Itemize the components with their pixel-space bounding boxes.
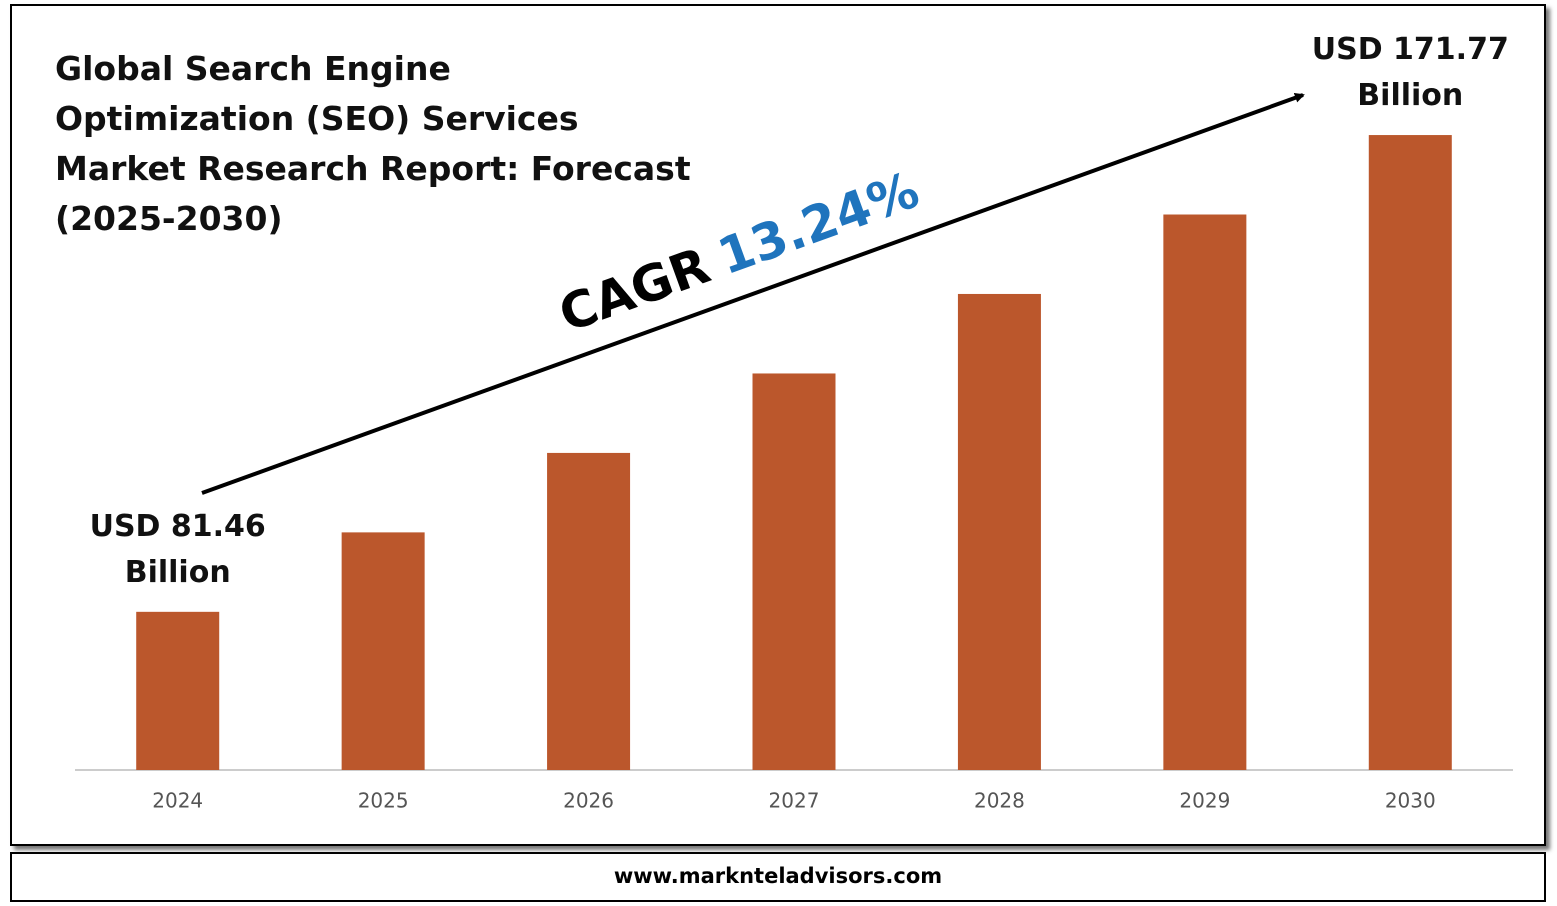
x-tick-label: 2030 [1385, 789, 1436, 813]
cagr-label: CAGR [552, 236, 717, 343]
bar [1163, 214, 1247, 770]
cagr-value: 13.24% [710, 160, 926, 285]
x-tick-label: 2028 [974, 789, 1025, 813]
footer: www.marknteladvisors.com [10, 852, 1546, 902]
chart-title: Global Search Engine Optimization (SEO) … [55, 49, 691, 238]
x-tick-label: 2029 [1179, 789, 1230, 813]
bar [957, 293, 1041, 770]
value-label: USD 81.46 Billion [89, 508, 266, 590]
x-tick-label: 2027 [769, 789, 820, 813]
bar [136, 611, 220, 770]
x-tick-label: 2025 [358, 789, 409, 813]
x-tick-label: 2026 [563, 789, 614, 813]
chart-frame [10, 4, 1546, 846]
bar [341, 532, 425, 770]
trend-arrow [201, 93, 1305, 495]
value-label: USD 171.77 Billion [1311, 32, 1509, 114]
bar [547, 452, 631, 770]
bar [1368, 135, 1452, 770]
x-tick-label: 2024 [152, 789, 203, 813]
bar [752, 373, 836, 770]
